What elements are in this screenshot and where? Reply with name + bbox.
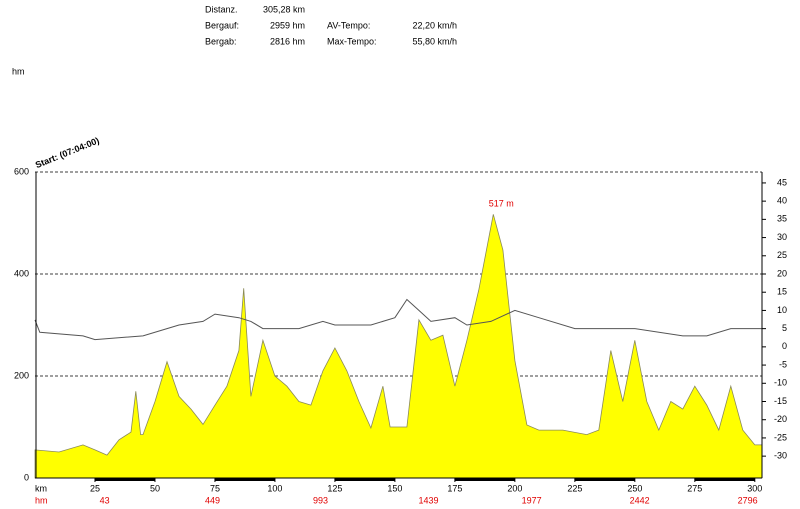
y2-tick-label: -25 [774,432,787,442]
x-tick-label: 200 [507,483,522,493]
y2-tick-label: 15 [777,287,787,297]
y2-tick-label: 20 [777,268,787,278]
header-text: 2816 hm [270,36,305,46]
scale-bar [94,478,155,481]
x-tick-label: 50 [150,483,160,493]
x-tick-label: 25 [90,483,100,493]
x-tick-label: 75 [210,483,220,493]
header-text: 22,20 km/h [412,20,457,30]
scale-bar [334,478,395,481]
header-text: 305,28 km [263,4,305,14]
x-unit: km [35,483,47,493]
climb-label: 449 [205,495,220,505]
temperature-line [34,298,762,341]
header-text: Max-Tempo: [327,36,377,46]
header-text: Bergauf: [205,20,239,30]
x-tick-label: 300 [747,483,762,493]
scale-bar [694,478,755,481]
x-tick-label: 275 [687,483,702,493]
y2-tick-label: 0 [782,341,787,351]
header-text: 2959 hm [270,20,305,30]
start-label: Start: (07:04:00) [34,135,101,170]
y2-tick-label: 40 [777,196,787,206]
climb-label: 1977 [522,495,542,505]
y2-tick-label: -10 [774,378,787,388]
y2-tick-label: -5 [779,359,787,369]
scale-bar [574,478,635,481]
header-text: 55,80 km/h [412,36,457,46]
y2-tick-label: -15 [774,396,787,406]
peak-label: 517 m [489,199,514,209]
header-text: Distanz. [205,4,238,14]
climb-unit: hm [35,495,48,505]
y-tick-label: 0 [24,472,29,482]
y-unit: hm [12,66,25,76]
climb-label: 993 [313,495,328,505]
x-tick-label: 250 [627,483,642,493]
x-tick-label: 175 [447,483,462,493]
header-text: AV-Tempo: [327,20,370,30]
header-text: Bergab: [205,36,237,46]
y2-tick-label: -20 [774,414,787,424]
y-tick-label: 200 [14,370,29,380]
y2-tick-label: -30 [774,451,787,461]
y2-tick-label: 35 [777,214,787,224]
x-tick-label: 150 [387,483,402,493]
x-tick-label: 225 [567,483,582,493]
y2-tick-label: 5 [782,323,787,333]
scale-bar [454,478,515,481]
y2-tick-label: 45 [777,177,787,187]
climb-label: 1439 [418,495,438,505]
scale-bar [214,478,275,481]
y-tick-label: 400 [14,268,29,278]
climb-label: 2796 [738,495,758,505]
x-tick-label: 100 [267,483,282,493]
x-tick-label: 125 [327,483,342,493]
climb-label: 43 [100,495,110,505]
y2-tick-label: 10 [777,305,787,315]
elevation-area [34,214,763,479]
y-tick-label: 600 [14,166,29,176]
climb-label: 2442 [630,495,650,505]
y2-tick-label: 30 [777,232,787,242]
y2-tick-label: 25 [777,250,787,260]
